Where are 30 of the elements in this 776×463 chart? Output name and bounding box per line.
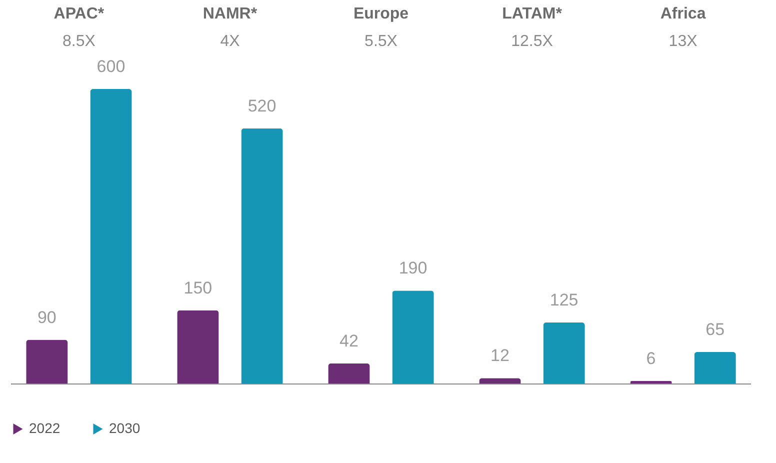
legend-label: 2022 — [29, 420, 60, 436]
data-label: 90 — [37, 308, 56, 327]
data-label: 12 — [490, 346, 510, 366]
x-tick-label: LATAM* — [502, 6, 563, 22]
data-label: 600 — [96, 57, 126, 76]
x-tick-label: APAC* — [54, 6, 105, 22]
data-label: 520 — [248, 96, 276, 116]
bar — [328, 363, 370, 384]
x-tick-label: Africa — [660, 6, 706, 22]
bar — [90, 89, 132, 384]
bar — [26, 340, 68, 384]
x-tick-label: Europe — [353, 6, 409, 22]
text: 4X — [220, 33, 240, 50]
bar — [177, 310, 219, 384]
data-label: 150 — [184, 278, 212, 298]
text: 13X — [668, 33, 698, 50]
data-label: 125 — [550, 290, 578, 310]
bar — [694, 352, 736, 384]
data-label: 6 — [646, 349, 656, 368]
bar — [392, 290, 434, 384]
data-label: 42 — [340, 331, 358, 350]
text: 8.5X — [62, 33, 96, 50]
data-label: 65 — [706, 320, 725, 340]
text: 12.5X — [511, 33, 554, 50]
legend-label: 2030 — [109, 420, 140, 436]
data-label: 190 — [398, 258, 428, 278]
bar — [543, 322, 585, 384]
bar — [241, 128, 283, 384]
x-tick-label: NAMR* — [202, 6, 258, 22]
text: 5.5X — [364, 33, 398, 50]
